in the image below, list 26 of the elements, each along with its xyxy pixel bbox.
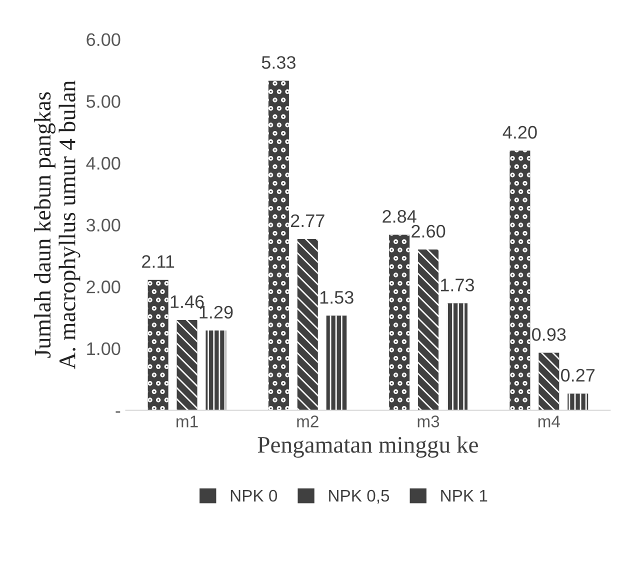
data-label: 2.84 xyxy=(382,210,416,223)
data-label: 0.27 xyxy=(561,368,595,382)
data-label: 1.53 xyxy=(320,290,354,304)
legend-label: NPK 1 xyxy=(441,490,488,502)
data-label: 1.73 xyxy=(441,278,474,292)
data-label: 5.33 xyxy=(262,56,296,69)
data-label: 2.11 xyxy=(142,255,174,268)
data-label: 4.20 xyxy=(502,126,537,139)
x-tick-label: m2 xyxy=(297,416,318,428)
x-tick-label: m3 xyxy=(418,416,440,428)
y-tick-label: 5.00 xyxy=(86,95,120,108)
y-tick-label: 3.00 xyxy=(86,218,120,232)
y-tick-label: 1.00 xyxy=(87,342,120,356)
x-tick-label: m1 xyxy=(176,416,198,428)
y-tick-label: 4.00 xyxy=(86,156,120,170)
y-tick-label: 2.00 xyxy=(86,280,120,294)
data-label: 0.93 xyxy=(532,328,566,341)
y-tick-label: 6.00 xyxy=(86,33,120,46)
data-label: 2.60 xyxy=(412,224,446,238)
legend-label: NPK 0 xyxy=(230,490,278,502)
y-axis-title: Jumlah daun kebun pangkas A. macrophyllus umur 4 bulan xyxy=(34,80,80,370)
x-axis-title: Pengamatan minggu ke xyxy=(258,436,478,458)
y-tick-label: - xyxy=(116,411,120,413)
x-tick-label: m4 xyxy=(538,416,560,428)
data-label: 2.77 xyxy=(290,214,324,227)
legend-label: NPK 0,5 xyxy=(329,490,390,504)
